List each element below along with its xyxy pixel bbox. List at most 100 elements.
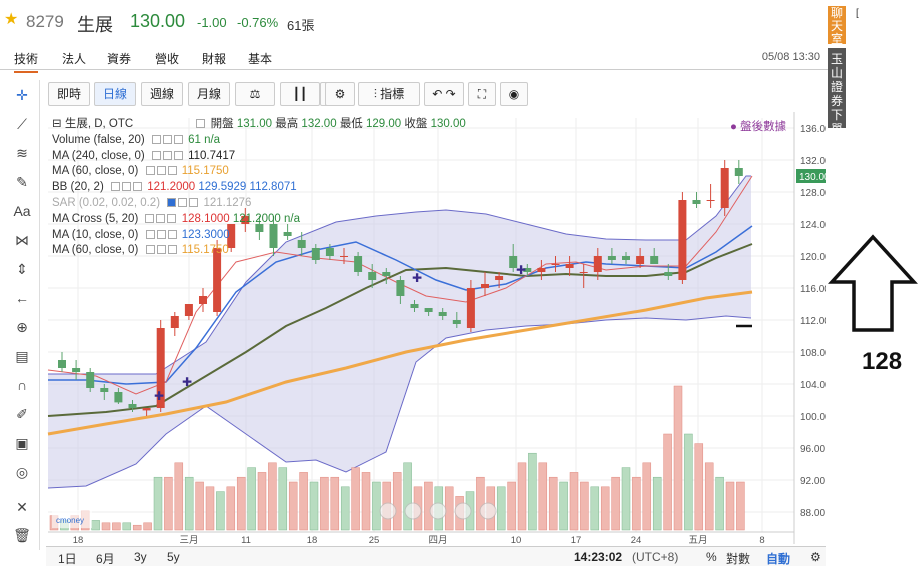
candle-body xyxy=(551,264,560,265)
monthly-button[interactable]: 月線 xyxy=(188,82,230,106)
indicators-button[interactable]: ⫶ 指標 xyxy=(358,82,420,106)
candle-body xyxy=(114,392,123,403)
legend-box-icon[interactable] xyxy=(167,213,177,223)
pencil-lock-icon[interactable]: ✐ xyxy=(16,406,28,422)
legend-box-icon[interactable] xyxy=(151,134,161,144)
bars-icon[interactable]: ▤ xyxy=(15,348,29,364)
volume-bar xyxy=(143,522,152,531)
moving-averages xyxy=(47,175,753,436)
legend-box-icon[interactable] xyxy=(145,166,155,176)
candle-body xyxy=(720,168,729,208)
legend-eye-icon[interactable] xyxy=(167,197,177,207)
weekly-button[interactable]: 週線 xyxy=(141,82,183,106)
range-1d[interactable]: 1日 xyxy=(58,552,77,566)
date-tick-label: 10 xyxy=(511,535,522,546)
volume-bar xyxy=(507,481,516,531)
ticker-change: -1.00 xyxy=(197,15,227,30)
pattern-icon[interactable]: ⋈ xyxy=(15,232,29,248)
fullscreen-icon[interactable]: ⛶ xyxy=(468,82,496,106)
tab-technical[interactable]: 技術 xyxy=(14,50,39,73)
candle-body xyxy=(241,216,250,224)
legend-box-icon[interactable] xyxy=(178,197,188,207)
eye-icon[interactable]: ◎ xyxy=(15,464,29,480)
price-tick-label: 124.00 xyxy=(800,220,826,231)
legend-box-icon[interactable] xyxy=(110,182,120,192)
lock-icon[interactable]: ▣ xyxy=(15,435,29,451)
legend-box-icon[interactable] xyxy=(132,182,142,192)
zoom-icon[interactable]: ⊕ xyxy=(16,319,28,335)
trendline-icon[interactable]: ⟋ xyxy=(17,116,27,132)
camera-icon[interactable]: ◉ xyxy=(500,82,528,106)
intraday-button[interactable]: 即時 xyxy=(48,82,90,106)
tab-institutional[interactable]: 法人 xyxy=(62,52,87,66)
scale-settings-gear-icon[interactable]: ⚙ xyxy=(810,550,821,564)
tab-margin[interactable]: 資券 xyxy=(107,52,132,66)
legend-value: 110.7417 xyxy=(188,149,236,162)
tools-icon[interactable]: ✕ xyxy=(16,499,28,515)
candle-body xyxy=(622,256,630,260)
market-datetime: 05/08 13:30 xyxy=(761,51,820,63)
legend-box-icon[interactable] xyxy=(173,150,183,160)
range-6m[interactable]: 6月 xyxy=(96,552,115,566)
candle-body xyxy=(184,304,193,316)
legend-box-icon[interactable] xyxy=(156,229,166,239)
fib-icon[interactable]: ≋ xyxy=(16,145,28,161)
legend-box-icon[interactable] xyxy=(162,150,172,160)
legend-box-icon xyxy=(196,119,206,128)
undo-redo-icon[interactable]: ↶ ↷ xyxy=(424,82,464,106)
legend-value: 112.8071 xyxy=(249,181,297,194)
legend-box-icon[interactable] xyxy=(156,245,166,255)
log-scale-button[interactable]: 對數 xyxy=(726,552,751,566)
measure-icon[interactable]: ⇕ xyxy=(16,261,28,277)
percent-scale-button[interactable]: % xyxy=(706,550,717,564)
volume-bar xyxy=(632,476,641,531)
legend-box-icon[interactable] xyxy=(189,197,199,207)
candle-body xyxy=(410,304,419,308)
legend-title: 生展, D, OTC xyxy=(64,118,134,130)
candle-type-icon[interactable]: ┃┃ xyxy=(280,82,320,106)
legend-box-icon[interactable] xyxy=(173,134,183,144)
legend-box-icon[interactable] xyxy=(145,213,155,223)
legend-box-icon[interactable] xyxy=(156,166,166,176)
compare-icon[interactable]: ⚖ xyxy=(235,82,275,106)
tab-financials[interactable]: 財報 xyxy=(202,52,227,66)
price-chart[interactable]: ✚ ✚ ✚ ✚ 136.00 132.00 128.00 124.00 120.00 116.0… xyxy=(46,112,826,546)
candle-body xyxy=(481,284,489,288)
text-icon[interactable]: Aa xyxy=(13,203,31,219)
settings-gear-icon[interactable]: ⚙ xyxy=(325,82,355,106)
candle-body xyxy=(438,312,447,316)
candle-body xyxy=(607,256,616,260)
auto-scale-button[interactable]: 自動 xyxy=(766,552,791,566)
magnet-icon[interactable]: ∩ xyxy=(16,377,28,393)
volume-bar xyxy=(517,462,527,531)
range-5y[interactable]: 5y xyxy=(167,550,180,564)
crosshair-icon[interactable]: ✛ xyxy=(16,87,28,103)
scroll-controls[interactable] xyxy=(379,502,497,520)
brush-icon[interactable]: ✎ xyxy=(16,174,28,190)
legend-box-icon[interactable] xyxy=(167,229,177,239)
trash-icon[interactable]: 🗑 xyxy=(13,527,31,543)
ticker-header: ★ 8279 生展 130.00 -1.00 -0.76% 61張 xyxy=(0,0,820,44)
arrow-left-icon[interactable]: ← xyxy=(15,290,29,306)
legend-box-icon[interactable] xyxy=(145,229,155,239)
legend-box-icon[interactable] xyxy=(167,245,177,255)
broker-order-tab[interactable]: 玉山證券下單 xyxy=(828,48,846,136)
favorite-star-icon[interactable]: ★ xyxy=(4,11,19,28)
range-3y[interactable]: 3y xyxy=(134,550,147,564)
tab-revenue[interactable]: 營收 xyxy=(155,52,180,66)
after-hours-link[interactable]: ● 盤後數據 xyxy=(730,121,787,133)
legend-box-icon[interactable] xyxy=(121,182,131,192)
legend-box-icon[interactable] xyxy=(145,245,155,255)
tab-basic[interactable]: 基本 xyxy=(248,52,273,66)
legend-box-icon[interactable] xyxy=(151,150,161,160)
date-tick-label: 11 xyxy=(241,535,251,546)
legend-box-icon[interactable] xyxy=(167,166,177,176)
legend-box-icon[interactable] xyxy=(162,134,172,144)
date-tick-label: 五月 xyxy=(688,535,707,546)
chat-room-tab[interactable]: 聊天室 xyxy=(828,6,846,46)
candle-body xyxy=(664,272,673,276)
collapse-icon[interactable]: ⊟ xyxy=(52,118,62,130)
legend-box-icon[interactable] xyxy=(156,213,166,223)
volume-bar xyxy=(590,486,600,531)
daily-button[interactable]: 日線 xyxy=(94,82,136,106)
